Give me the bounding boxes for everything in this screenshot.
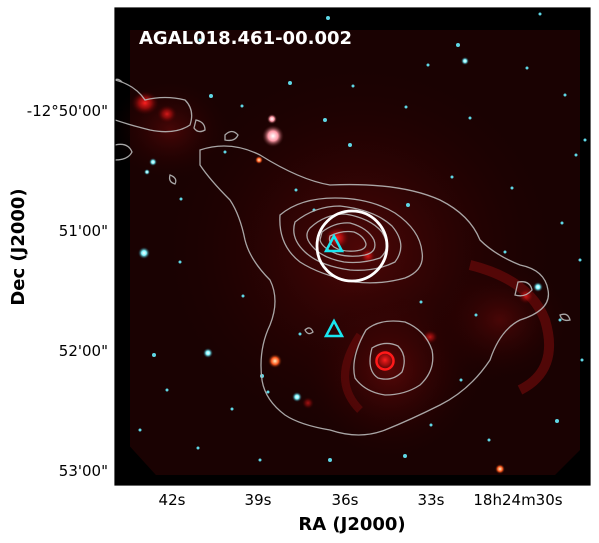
beam-circle-marker <box>315 209 389 283</box>
y-axis-title: Dec (J2000) <box>8 188 29 305</box>
contour-lines <box>115 78 571 436</box>
plot-frame <box>114 7 591 486</box>
y-tick-label: 53'00" <box>59 462 108 480</box>
cyan-triangle-marker-upper <box>323 233 345 253</box>
image-title: AGAL018.461-00.002 <box>139 28 352 49</box>
red-circle-marker <box>375 351 395 371</box>
y-tick-label: 51'00" <box>59 222 108 240</box>
minor-ticks <box>115 8 590 485</box>
x-tick-label: 42s <box>159 491 186 509</box>
x-tick-labels: 42s 39s 36s 33s 18h24m30s <box>159 491 563 509</box>
x-tick-label: 39s <box>245 491 272 509</box>
x-tick-label: 36s <box>332 491 359 509</box>
x-tick-label: 18h24m30s <box>473 491 562 509</box>
y-tick-labels: -12°50'00" 51'00" 52'00" 53'00" <box>27 102 108 480</box>
sky-image: AGAL018.461-00.002 <box>115 8 590 485</box>
y-tick-label: -12°50'00" <box>27 102 108 120</box>
y-tick-label: 52'00" <box>59 342 108 360</box>
cyan-triangle-marker-lower <box>323 318 345 338</box>
x-axis-title: RA (J2000) <box>298 514 405 535</box>
x-tick-label: 33s <box>418 491 445 509</box>
